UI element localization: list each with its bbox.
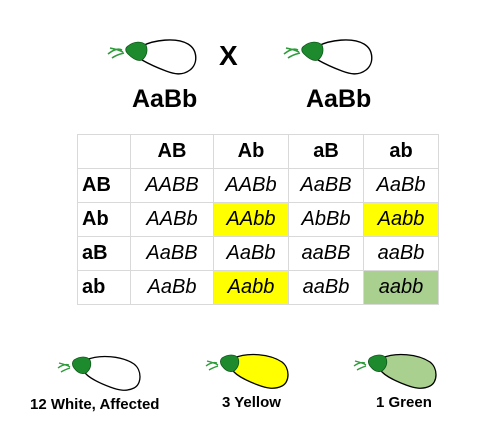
genotype-cell: AaBB <box>288 168 364 203</box>
genotype-cell: AaBb <box>130 270 214 305</box>
cross-symbol: X <box>219 40 238 71</box>
outcome-label-yellow: 3 Yellow <box>222 394 281 411</box>
genotype-cell: AaBB <box>130 236 214 271</box>
genotype-cell: aaBB <box>288 236 364 271</box>
genotype-cell: AABB <box>130 168 214 203</box>
genotype-cell: AaBb <box>213 236 289 271</box>
row-header: Ab <box>77 202 131 237</box>
parent-right-genotype: AaBb <box>306 85 372 113</box>
outcome-label-white: 12 White, Affected <box>30 396 160 413</box>
parent-right-fruit-icon <box>283 39 373 75</box>
genotype-cell: AaBb <box>363 168 439 203</box>
column-header: Ab <box>213 134 289 169</box>
genotype-cell: AbBb <box>288 202 364 237</box>
row-header: aB <box>77 236 131 271</box>
genotype-cell: AABb <box>130 202 214 237</box>
punnett-row: AB AABB AABb AaBB AaBb <box>77 168 439 203</box>
row-header: ab <box>77 270 131 305</box>
outcome-label-green: 1 Green <box>376 394 432 411</box>
column-header: aB <box>288 134 364 169</box>
punnett-header-row: AB Ab aB ab <box>77 134 439 169</box>
genotype-cell: aaBb <box>288 270 364 305</box>
punnett-square: AB Ab aB ab AB AABB AABb AaBB AaBb Ab AA… <box>77 134 439 305</box>
green-fruit-icon <box>353 353 437 389</box>
parent-left-genotype: AaBb <box>132 85 198 113</box>
genotype-cell: Aabb <box>213 270 289 305</box>
white-fruit-icon <box>57 355 141 391</box>
punnett-row: Ab AABb AAbb AbBb Aabb <box>77 202 439 237</box>
punnett-row: aB AaBB AaBb aaBB aaBb <box>77 236 439 271</box>
row-header: AB <box>77 168 131 203</box>
genotype-cell: AAbb <box>213 202 289 237</box>
genotype-cell: aaBb <box>363 236 439 271</box>
genotype-cell: Aabb <box>363 202 439 237</box>
column-header: ab <box>363 134 439 169</box>
column-header: AB <box>130 134 214 169</box>
punnett-corner-cell <box>77 134 131 169</box>
genotype-cell: aabb <box>363 270 439 305</box>
punnett-row: ab AaBb Aabb aaBb aabb <box>77 270 439 305</box>
yellow-fruit-icon <box>205 353 289 389</box>
parent-left-fruit-icon <box>107 39 197 75</box>
genotype-cell: AABb <box>213 168 289 203</box>
